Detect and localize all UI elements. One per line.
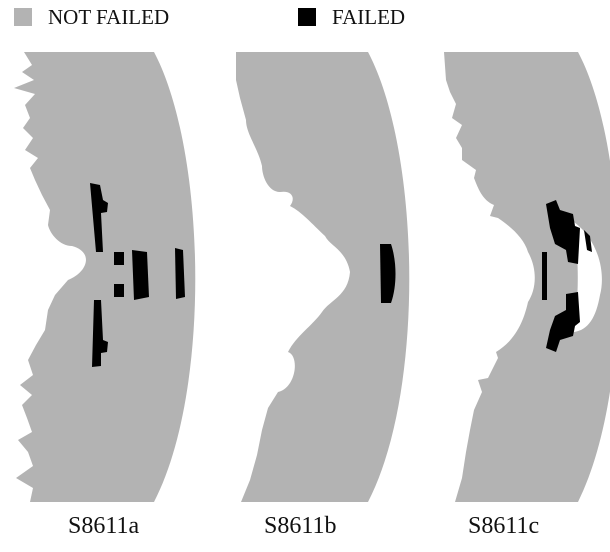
specimen-a-failed-notch-lower: [114, 284, 124, 297]
legend-failed: FAILED: [298, 4, 405, 30]
specimen-c-failed-zone-lower: [546, 292, 580, 352]
specimen-c-white-cavity: [574, 222, 602, 332]
legend-swatch-not-failed: [14, 8, 32, 26]
specimen-b-map: [236, 52, 410, 502]
specimen-a-map: [14, 52, 196, 502]
specimen-a-failed-zone-lower: [92, 300, 108, 367]
specimen-b-not-failed-region: [236, 52, 410, 502]
specimen-c-not-failed-region: [444, 52, 610, 502]
specimen-b-failed-zone: [380, 244, 396, 303]
specimen-c-failed-zone-upper: [546, 200, 580, 264]
specimen-c-caption: S8611c: [468, 513, 540, 539]
specimen-a-failed-zone-upper: [90, 183, 108, 252]
specimen-c-failed-sliver-right: [584, 230, 592, 252]
specimen-a-caption: S8611a: [68, 513, 140, 539]
specimen-c-map: [444, 52, 610, 502]
specimen-c-notch-right: [520, 265, 528, 292]
legend-label-failed: FAILED: [332, 4, 406, 29]
legend-not-failed: NOT FAILED: [14, 4, 169, 30]
specimen-c-failed-sliver-left: [542, 252, 547, 300]
specimen-a-failed-notch-upper: [114, 252, 124, 265]
specimen-a-not-failed-region: [14, 52, 196, 502]
specimen-a-failed-zone-right: [175, 248, 185, 299]
legend-label-not-failed: NOT FAILED: [48, 4, 170, 29]
specimen-b-caption: S8611b: [264, 513, 337, 539]
legend-swatch-failed: [298, 8, 316, 26]
specimen-a-failed-zone-center: [132, 250, 149, 300]
